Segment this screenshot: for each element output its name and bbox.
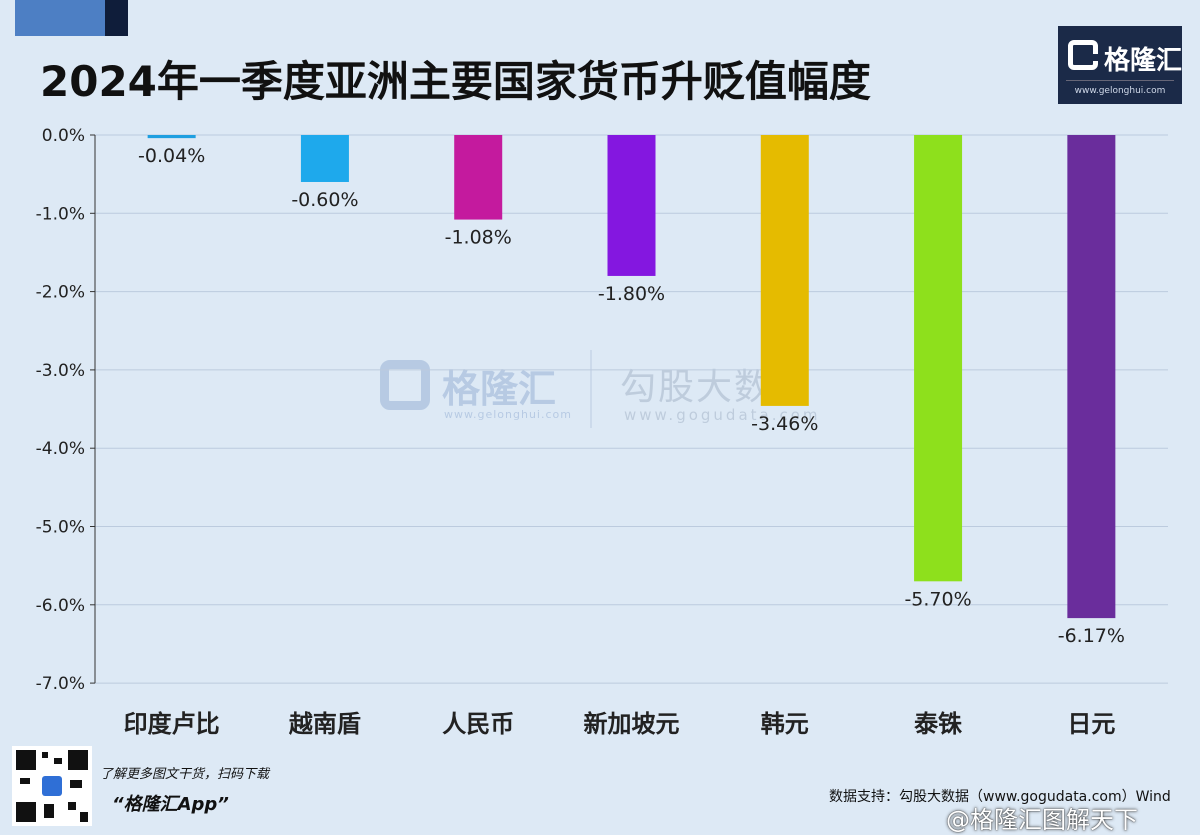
x-tick-label-3: 人民币 [442,710,514,738]
y-tick-label: -1.0% [36,204,85,224]
x-tick-label-1: 印度卢比 [124,710,220,738]
y-tick-label: -3.0% [36,361,85,381]
bar-1 [147,135,196,139]
y-tick-label: -7.0% [36,674,85,694]
bar-4 [607,135,656,276]
bar-chart: 0.0% -1.0% -2.0% -3.0% -4.0% -5.0% -6.0% -7.0% -… [36,126,1168,738]
bar-2 [300,135,349,182]
logo-url: www.gelonghui.com [1074,86,1166,96]
y-tick-label: -4.0% [36,439,85,459]
y-tick-label: -5.0% [36,518,85,538]
chart-title: 2024年一季度亚洲主要国家货币升贬值幅度 [40,57,871,106]
qr-code[interactable] [12,746,92,826]
x-tick-label-2: 越南盾 [289,710,361,738]
data-label-5: -3.46% [751,413,818,435]
data-label-2: -0.60% [291,189,358,211]
data-label-1: -0.04% [138,145,205,167]
logo-name: 格隆汇 [1104,46,1183,76]
y-tick-label: -2.0% [36,283,85,303]
promo-text: 了解更多图文干货，扫码下载 [100,767,270,782]
x-tick-label-6: 泰铢 [914,710,963,738]
weibo-watermark: @格隆汇图解天下 [946,806,1138,834]
data-source: 数据支持：勾股大数据（www.gogudata.com）Wind [829,789,1171,805]
x-tick-label-4: 新加坡元 [584,710,680,738]
bar-3 [454,135,503,220]
logo-divider [1066,80,1174,81]
bar-5 [760,135,809,406]
app-name: “格隆汇App” [112,794,229,815]
data-label-7: -6.17% [1058,625,1125,647]
data-label-4: -1.80% [598,283,665,305]
data-label-3: -1.08% [445,227,512,249]
qr-logo-icon [42,776,62,796]
y-tick-label: 0.0% [42,126,85,146]
x-tick-label-7: 日元 [1067,710,1115,738]
logo-g-icon [1068,40,1098,70]
bar-6 [914,135,963,582]
data-label-6: -5.70% [904,588,971,610]
x-tick-label-5: 韩元 [761,710,809,738]
top-accent-bar [15,0,105,36]
bar-7 [1067,135,1116,619]
brand-logo: 格隆汇 www.gelonghui.com [1058,26,1182,104]
top-accent-dark-bar [105,0,128,36]
y-tick-label: -6.0% [36,596,85,616]
